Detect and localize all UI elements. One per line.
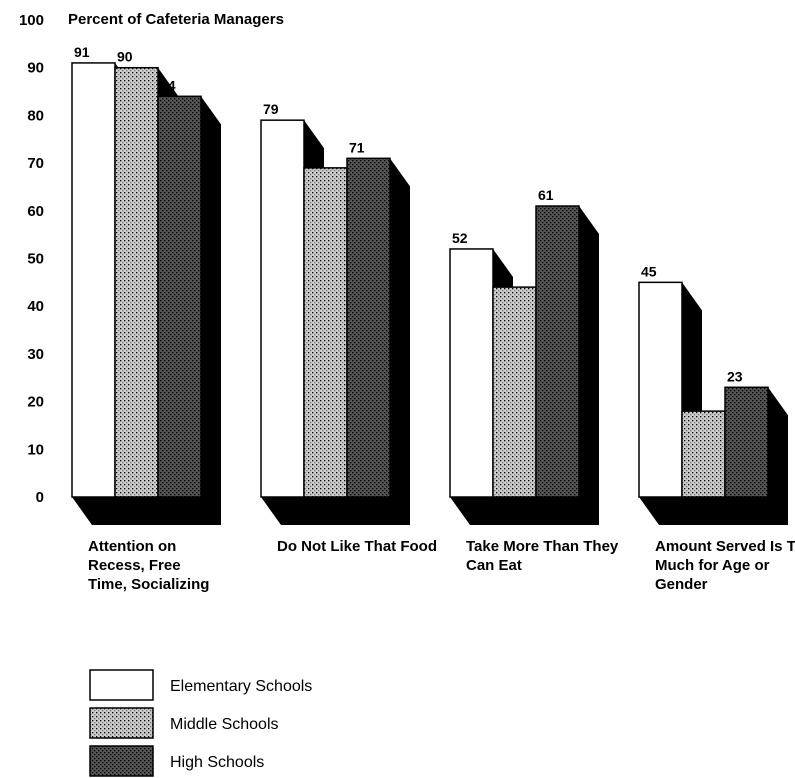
value-label: 23 xyxy=(727,368,743,384)
y-tick-label: 50 xyxy=(27,251,44,268)
y-tick-label: 30 xyxy=(27,346,44,363)
bar xyxy=(681,410,726,498)
legend-swatch xyxy=(89,669,154,701)
y-tick-label: 20 xyxy=(27,394,44,411)
y-tick-label: 60 xyxy=(27,203,44,220)
bar xyxy=(114,66,159,498)
bar xyxy=(535,205,580,498)
value-label: 52 xyxy=(452,230,468,246)
value-label: 79 xyxy=(263,101,279,117)
bar xyxy=(492,286,537,498)
value-label: 71 xyxy=(349,139,365,155)
bar xyxy=(303,167,348,498)
y-tick-label: 90 xyxy=(27,60,44,77)
y-tick-label: 100 xyxy=(19,12,44,29)
bar xyxy=(449,248,494,498)
y-tick-label: 10 xyxy=(27,441,44,458)
bar xyxy=(346,157,391,498)
x-tick-label: Amount Served Is Too Much for Age or Gen… xyxy=(655,538,795,593)
legend-label: Middle Schools xyxy=(170,716,279,733)
value-label: 18 xyxy=(684,392,700,408)
x-tick-label: Do Not Like That Food xyxy=(277,538,437,555)
y-tick-label: 80 xyxy=(27,107,44,124)
y-tick-label: 40 xyxy=(27,298,44,315)
chart-title: Percent of Cafeteria Managers xyxy=(68,11,284,28)
bar xyxy=(638,281,683,498)
value-label: 69 xyxy=(306,149,322,165)
legend-swatch xyxy=(89,707,154,739)
x-tick-label: Take More Than They Can Eat xyxy=(466,538,619,574)
y-tick-label: 70 xyxy=(27,155,44,172)
bar xyxy=(71,62,116,498)
legend-label: Elementary Schools xyxy=(170,678,312,695)
value-label: 91 xyxy=(74,44,90,60)
value-label: 90 xyxy=(117,49,133,65)
bar xyxy=(157,95,202,498)
value-label: 44 xyxy=(495,268,511,284)
legend-label: High Schools xyxy=(170,754,264,771)
legend-swatch xyxy=(89,745,154,777)
value-label: 84 xyxy=(160,77,176,93)
value-label: 45 xyxy=(641,263,657,279)
bar xyxy=(724,386,769,498)
value-label: 61 xyxy=(538,187,554,203)
y-tick-label: 0 xyxy=(36,489,44,506)
bar xyxy=(260,119,305,498)
x-tick-label: Attention on Recess, Free Time, Socializ… xyxy=(88,538,210,593)
